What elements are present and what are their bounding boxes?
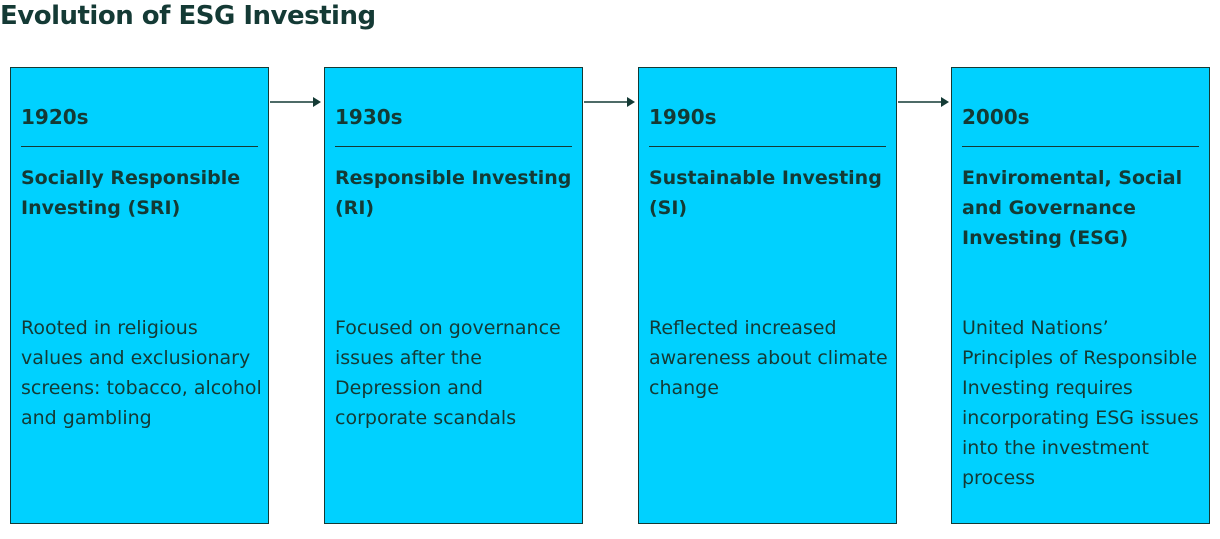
stage-era: 1990s (649, 105, 717, 129)
right-arrow-icon (584, 97, 635, 107)
stage-divider (335, 146, 572, 147)
stage-divider (649, 146, 886, 147)
stage-description: Rooted in religious values and exclusion… (21, 317, 262, 429)
stage-description: United Nations’ Principles of Responsibl… (962, 317, 1199, 489)
stage-name: Enviromental, Social and Governance Inve… (962, 167, 1183, 249)
stage-card-1990s: 1990s Sustainable Investing (SI) Reflect… (638, 67, 897, 524)
stage-card-2000s: 2000s Enviromental, Social and Governanc… (951, 67, 1210, 524)
right-arrow-icon (898, 97, 949, 107)
stage-description: Focused on governance issues after the D… (335, 317, 561, 429)
page-title: Evolution of ESG Investing (0, 1, 376, 31)
stage-divider (21, 146, 258, 147)
right-arrow-icon (270, 97, 321, 107)
stage-name: Responsible Investing (RI) (335, 167, 572, 219)
stage-divider (962, 146, 1199, 147)
stage-description: Reflected increased awareness about clim… (649, 317, 888, 399)
stage-card-1930s: 1930s Responsible Investing (RI) Focused… (324, 67, 583, 524)
stage-era: 2000s (962, 105, 1030, 129)
stage-era: 1930s (335, 105, 403, 129)
stage-era: 1920s (21, 105, 89, 129)
stage-name: Sustainable Investing (SI) (649, 167, 882, 219)
stage-name: Socially Responsible Investing (SRI) (21, 167, 241, 219)
stage-card-1920s: 1920s Socially Responsible Investing (SR… (10, 67, 269, 524)
